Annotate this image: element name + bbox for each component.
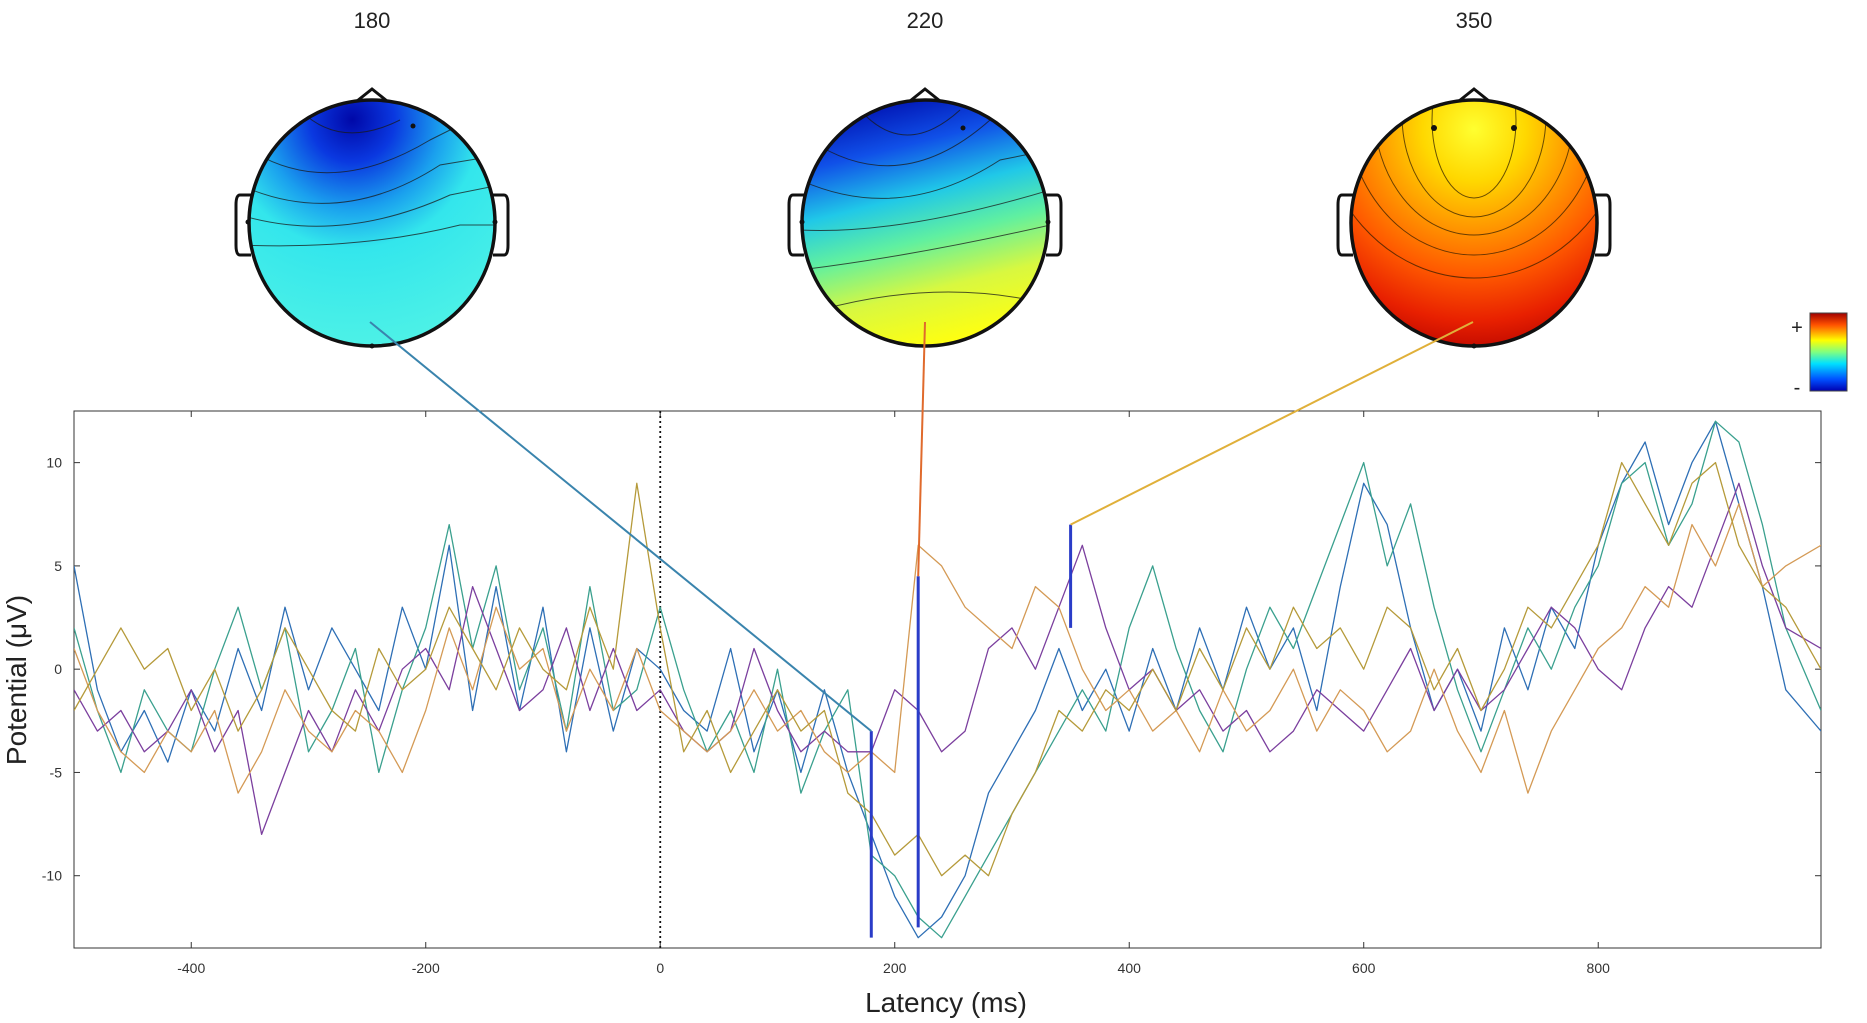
- connector-180: [369, 321, 872, 732]
- scalp-map: [802, 100, 1048, 346]
- topomap-title: 350: [1456, 8, 1493, 33]
- x-axis-title: Latency (ms): [865, 987, 1027, 1018]
- electrode-dot: [369, 343, 375, 349]
- y-tick-label: -10: [42, 868, 62, 884]
- series-lines: [74, 420, 1821, 939]
- electrode-dot: [1431, 125, 1437, 131]
- electrode-dot: [799, 219, 805, 225]
- y-axis: 10 5 0 -5 -10: [42, 455, 1821, 884]
- electrode-dot: [1471, 343, 1477, 349]
- colorbar-gradient: [1809, 312, 1848, 392]
- connector-220: [917, 321, 926, 577]
- topomap-180: 180: [234, 8, 510, 349]
- electrode-dot: [960, 125, 966, 131]
- electrode-dot: [245, 219, 251, 225]
- plot-area: 10 5 0 -5 -10 -400 -200 0 200 400 600 800: [42, 321, 1822, 976]
- series-line-3: [74, 482, 1821, 836]
- topomap-connectors: [369, 321, 1474, 732]
- plot-frame: [73, 410, 1822, 949]
- y-axis-title: Potential (μV): [1, 595, 32, 765]
- scalp-map: [249, 100, 495, 346]
- x-tick-label: 0: [656, 960, 664, 976]
- contour-lines: [249, 109, 495, 247]
- electrode-dot: [410, 123, 416, 129]
- series-line-5: [74, 461, 1821, 877]
- colorbar-plus-label: +: [1791, 317, 1803, 339]
- x-tick-label: 600: [1352, 960, 1376, 976]
- nose-icon: [1458, 87, 1490, 103]
- electrode-dot: [1511, 125, 1517, 131]
- y-tick-label: 5: [54, 558, 62, 574]
- y-tick-label: -5: [50, 764, 63, 780]
- nose-icon: [356, 87, 388, 103]
- topomap-title: 180: [354, 8, 391, 33]
- latency-markers: [869, 524, 1073, 938]
- topomap-350: 350: [1336, 8, 1612, 349]
- nose-icon: [909, 87, 941, 103]
- y-tick-label: 0: [54, 661, 62, 677]
- right-ear-icon: [1595, 193, 1612, 257]
- electrode-dot: [1045, 219, 1051, 225]
- colorbar-minus-label: -: [1794, 377, 1801, 399]
- x-tick-label: 800: [1587, 960, 1611, 976]
- series-line-2: [74, 420, 1821, 939]
- left-ear-icon: [787, 193, 804, 257]
- x-tick-label: -400: [177, 960, 205, 976]
- contour-lines: [802, 109, 1048, 311]
- x-tick-label: 400: [1118, 960, 1142, 976]
- scalp-map: [1351, 100, 1597, 346]
- connector-350: [1070, 321, 1474, 526]
- y-tick-label: 10: [46, 455, 62, 471]
- x-tick-label: 200: [883, 960, 907, 976]
- right-ear-icon: [493, 193, 510, 257]
- topomap-220: 220: [787, 8, 1063, 348]
- electrode-dot: [492, 219, 498, 225]
- series-line-1: [74, 420, 1821, 939]
- series-line-4: [74, 503, 1821, 794]
- x-tick-label: -200: [412, 960, 440, 976]
- left-ear-icon: [1336, 193, 1353, 257]
- colorbar: + -: [1791, 312, 1848, 399]
- left-ear-icon: [234, 193, 251, 257]
- x-axis: -400 -200 0 200 400 600 800: [177, 411, 1610, 976]
- right-ear-icon: [1046, 193, 1063, 257]
- topomap-title: 220: [907, 8, 944, 33]
